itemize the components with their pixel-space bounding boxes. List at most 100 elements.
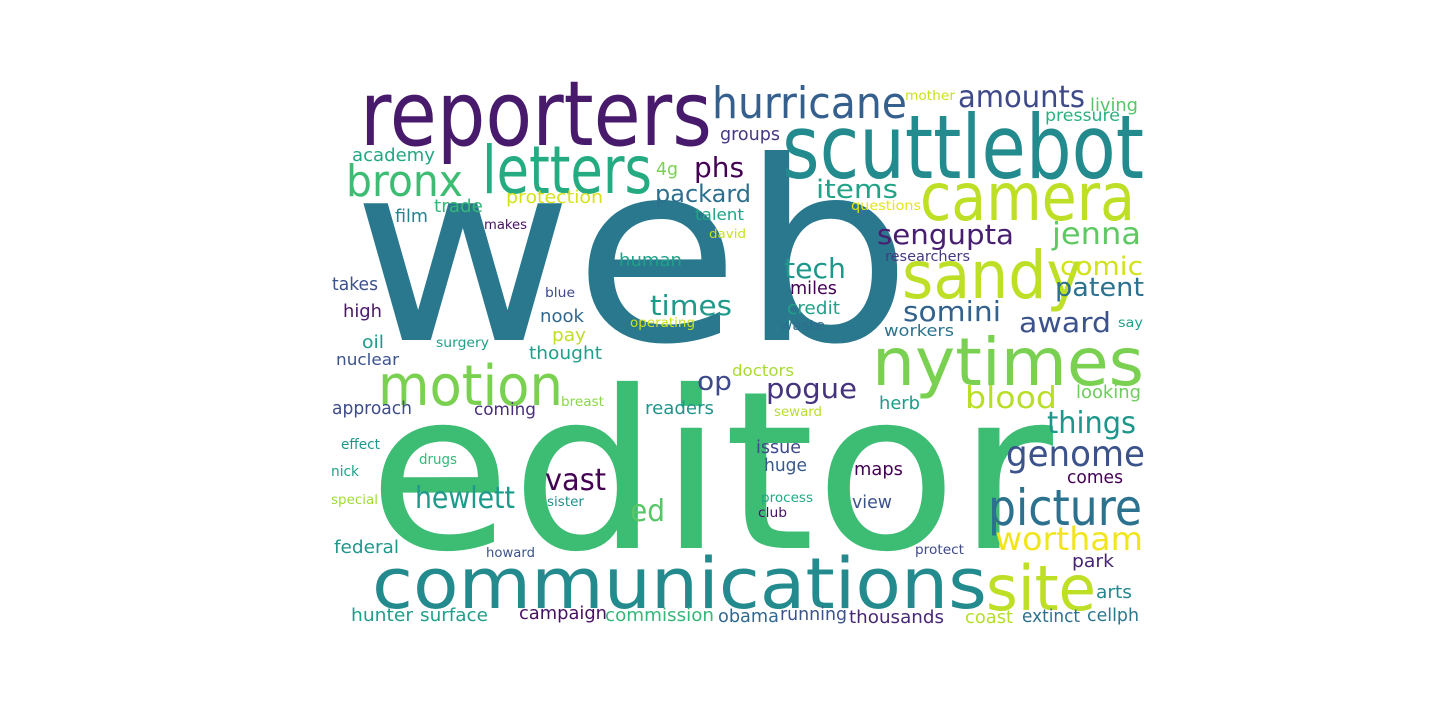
word-protect: protect (915, 543, 964, 558)
word-mother: mother (905, 89, 956, 104)
word-process: process (761, 491, 813, 506)
word-pressure: pressure (1045, 106, 1120, 126)
word-researchers: researchers (885, 249, 970, 265)
word-miles: miles (790, 278, 837, 299)
word-editor: editor (368, 344, 1054, 600)
word-coast: coast (965, 607, 1013, 628)
word-living: living (1090, 95, 1138, 116)
word-club: club (758, 506, 787, 521)
word-hunter: hunter (351, 605, 414, 626)
word-doctors: doctors (732, 361, 794, 380)
word-park: park (1072, 551, 1115, 572)
word-say: say (1118, 316, 1143, 331)
word-special: special (331, 493, 378, 508)
word-picture: picture (988, 479, 1142, 537)
word-bronx: bronx (346, 156, 463, 207)
word-credit: credit (787, 298, 840, 319)
word-nuclear: nuclear (336, 350, 399, 369)
word-talent: talent (695, 205, 744, 224)
word-letters: letters (482, 132, 652, 209)
word-workers: workers (884, 321, 954, 340)
word-herb: herb (879, 393, 920, 414)
word-cellph: cellph (1087, 605, 1139, 626)
word-nook: nook (540, 306, 585, 327)
word-human: human (619, 250, 682, 271)
word-thousands: thousands (849, 607, 944, 628)
word-effect: effect (341, 437, 380, 453)
word-maps: maps (854, 459, 903, 480)
word-patent: patent (1055, 273, 1144, 303)
word-seward: seward (774, 405, 822, 420)
word-view: view (852, 492, 892, 513)
word-nytimes: nytimes (872, 324, 1144, 401)
word-howard: howard (486, 546, 535, 561)
word-david: david (709, 227, 746, 241)
word-hurricane: hurricane (712, 78, 907, 129)
word-drugs: drugs (419, 452, 457, 468)
word-motion: motion (378, 354, 563, 419)
word-readers: readers (645, 398, 714, 419)
word-breast: breast (561, 395, 604, 410)
word-web: web (352, 108, 912, 399)
word-communications: communications (372, 543, 987, 625)
word-huge: huge (764, 455, 807, 476)
word-packard: packard (655, 180, 751, 208)
word-oil: oil (362, 332, 384, 353)
word-campaign: campaign (519, 603, 607, 624)
word-op: op (697, 367, 732, 397)
word-somini: somini (903, 295, 1001, 328)
word-sengupta: sengupta (877, 218, 1014, 251)
word-things: things (1047, 406, 1136, 441)
word-jenna: jenna (1051, 217, 1141, 252)
word-film: film (395, 206, 428, 227)
word-protection: protection (506, 187, 603, 208)
word-genome: genome (1006, 434, 1145, 475)
word-amounts: amounts (958, 80, 1085, 115)
word-running: running (780, 604, 847, 625)
word-federal: federal (334, 537, 399, 558)
word-approach: approach (332, 398, 412, 419)
word-scuttlebot: scuttlebot (782, 96, 1144, 199)
word-phs: phs (694, 151, 744, 184)
word-times: times (650, 289, 732, 322)
word-nick: nick (331, 464, 360, 480)
word-reporters: reporters (360, 62, 712, 167)
word-extinct: extinct (1022, 606, 1080, 627)
word-camera: camera (920, 159, 1135, 236)
word-high: high (343, 301, 382, 322)
word-comic: comic (1060, 252, 1143, 282)
word-academy: academy (352, 145, 435, 166)
word-comes: comes (1067, 467, 1123, 488)
word-thought: thought (529, 343, 602, 364)
word-pogue: pogue (766, 372, 857, 405)
word-arts: arts (1096, 582, 1132, 603)
word-obama: obama (718, 606, 779, 627)
word-surface: surface (420, 605, 488, 626)
word-sister: sister (547, 495, 585, 510)
word-waste: waste (780, 318, 825, 334)
word-vast: vast (545, 463, 606, 498)
word-operating: operating (630, 316, 695, 331)
word-blue: blue (545, 286, 575, 301)
word-4g: 4g (656, 159, 678, 180)
word-items: items (816, 175, 898, 205)
word-trade: trade (434, 196, 483, 217)
word-makes: makes (484, 218, 527, 233)
word-looking: looking (1076, 382, 1141, 403)
word-ed: ed (630, 494, 665, 529)
word-pay: pay (552, 325, 586, 346)
word-wortham: wortham (995, 520, 1143, 558)
word-hewlett: hewlett (415, 481, 515, 516)
word-coming: coming (474, 400, 536, 420)
word-takes: takes (332, 274, 378, 295)
word-questions: questions (851, 199, 921, 214)
word-site: site (986, 552, 1096, 625)
word-award: award (1019, 306, 1111, 339)
word-surgery: surgery (436, 336, 489, 351)
word-sandy: sandy (902, 237, 1082, 314)
word-issue: issue (756, 437, 801, 458)
word-groups: groups (720, 124, 780, 145)
word-blood: blood (965, 381, 1057, 416)
word-tech: tech (784, 252, 846, 285)
